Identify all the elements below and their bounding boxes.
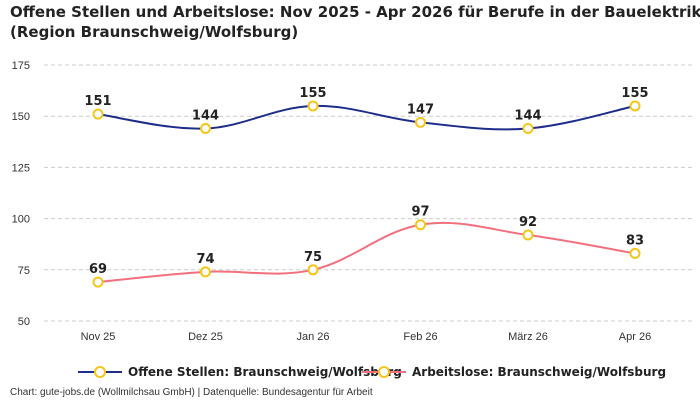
data-point-s1-2 (307, 264, 319, 276)
y-tick-label-75: 75 (18, 265, 30, 277)
data-label-s1-1: 74 (196, 252, 214, 267)
legend-item-arbeitslose[interactable]: Arbeitslose: Braunschweig/Wolfsburg (362, 362, 666, 382)
legend: Offene Stellen: Braunschweig/Wolfsburg A… (0, 362, 700, 382)
source-note: Chart: gute-jobs.de (Wollmilchsau GmbH) … (10, 387, 373, 398)
y-tick-label-150: 150 (12, 111, 30, 123)
legend-swatch-arbeitslose (362, 362, 406, 382)
data-point-s0-4 (522, 122, 534, 134)
data-point-s1-0 (92, 276, 104, 288)
data-label-s0-2: 155 (299, 86, 326, 101)
legend-label-offene-stellen: Offene Stellen: Braunschweig/Wolfsburg (128, 365, 402, 379)
legend-item-offene-stellen[interactable]: Offene Stellen: Braunschweig/Wolfsburg (78, 362, 402, 382)
data-label-s0-5: 155 (621, 86, 648, 101)
data-point-s0-2 (307, 100, 319, 112)
data-label-s0-4: 144 (514, 108, 541, 123)
x-tick-label-2: Jan 26 (296, 331, 329, 343)
series-line-1 (97, 221, 636, 284)
data-point-s0-1 (200, 122, 211, 134)
data-point-s1-5 (629, 247, 641, 259)
data-label-s0-0: 151 (84, 94, 111, 109)
data-label-s1-2: 75 (304, 250, 322, 265)
data-label-s0-3: 147 (407, 102, 434, 117)
legend-swatch-offene-stellen (78, 362, 122, 382)
data-label-s1-4: 92 (519, 215, 537, 230)
y-tick-label-100: 100 (12, 214, 30, 226)
data-point-s0-0 (92, 108, 104, 120)
chart-title-line-1: Offene Stellen und Arbeitslose: Nov 2025… (10, 3, 700, 21)
data-point-s0-5 (629, 100, 641, 112)
y-tick-label-50: 50 (18, 316, 30, 328)
data-point-s1-1 (200, 266, 211, 278)
chart-title: Offene Stellen und Arbeitslose: Nov 2025… (10, 2, 700, 42)
data-label-s1-5: 83 (626, 233, 644, 248)
x-tick-label-1: Dez 25 (188, 331, 223, 343)
chart-title-line-2: (Region Braunschweig/Wolfsburg) (10, 23, 299, 41)
legend-label-arbeitslose: Arbeitslose: Braunschweig/Wolfsburg (412, 365, 667, 379)
data-point-s0-3 (415, 116, 426, 128)
y-tick-label-175: 175 (12, 60, 30, 72)
x-tick-label-0: Nov 25 (81, 331, 116, 343)
x-tick-label-5: Apr 26 (619, 331, 651, 343)
y-tick-label-125: 125 (12, 162, 30, 174)
data-label-s0-1: 144 (192, 108, 219, 123)
data-point-s1-4 (522, 229, 534, 241)
x-tick-label-3: Feb 26 (403, 331, 437, 343)
data-label-s1-3: 97 (411, 205, 429, 220)
data-point-s1-3 (415, 219, 426, 231)
data-label-s1-0: 69 (89, 262, 107, 277)
series-line-0 (97, 104, 636, 131)
x-tick-label-4: März 26 (508, 331, 548, 343)
